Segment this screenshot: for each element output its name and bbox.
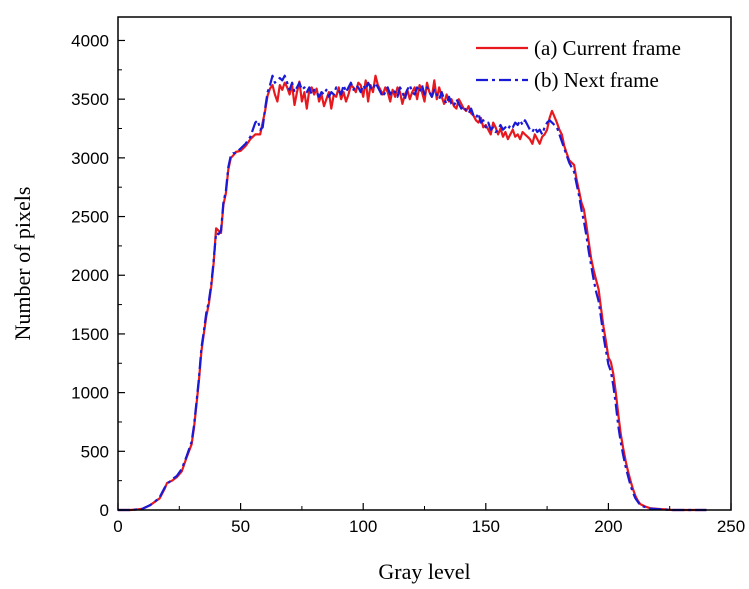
x-tick-label: 200 bbox=[594, 517, 622, 536]
y-tick-label: 3500 bbox=[71, 90, 109, 109]
x-tick-label: 150 bbox=[472, 517, 500, 536]
y-tick-label: 3000 bbox=[71, 149, 109, 168]
y-tick-label: 4000 bbox=[71, 31, 109, 50]
y-tick-label: 2500 bbox=[71, 208, 109, 227]
legend-label-current-frame: (a) Current frame bbox=[534, 36, 681, 60]
series-line-next-frame bbox=[118, 74, 707, 512]
legend-label-next-frame: (b) Next frame bbox=[534, 68, 659, 92]
x-tick-label: 250 bbox=[717, 517, 745, 536]
axis-ticks: 0 50 100 150 200 2500500100015002000250030003… bbox=[71, 31, 745, 536]
x-tick-label: 50 bbox=[231, 517, 250, 536]
x-tick-label: 0 bbox=[113, 517, 122, 536]
y-tick-label: 0 bbox=[100, 501, 109, 520]
plot-lines bbox=[118, 74, 707, 512]
x-axis-title: Gray level bbox=[378, 559, 470, 584]
y-axis-title: Number of pixels bbox=[10, 187, 35, 341]
series-line-current-frame bbox=[118, 74, 707, 512]
legend: (a) Current frame (b) Next frame bbox=[476, 36, 681, 92]
y-tick-label: 500 bbox=[81, 442, 109, 461]
y-tick-label: 1500 bbox=[71, 325, 109, 344]
y-tick-label: 2000 bbox=[71, 266, 109, 285]
y-tick-label: 1000 bbox=[71, 384, 109, 403]
x-tick-label: 100 bbox=[349, 517, 377, 536]
